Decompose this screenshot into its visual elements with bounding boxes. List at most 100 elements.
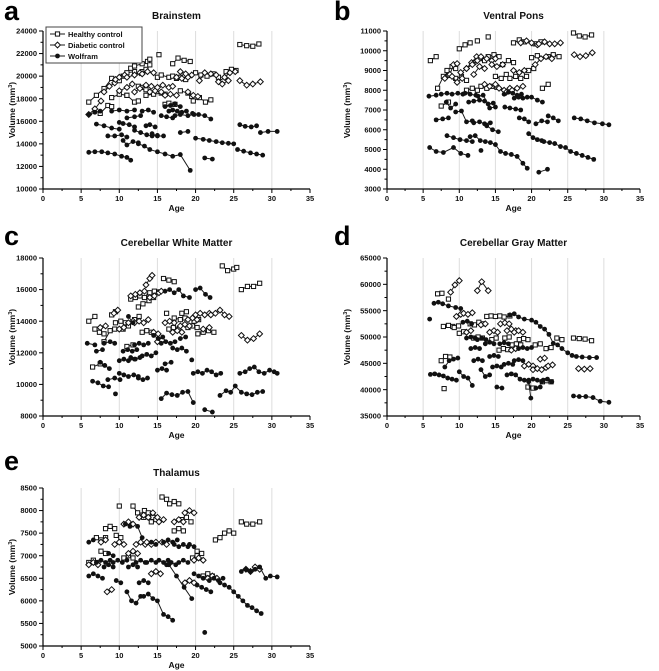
diabetic-marker	[143, 538, 151, 546]
subject-line	[163, 539, 178, 543]
diabetic-marker	[515, 68, 523, 77]
healthy-marker	[445, 296, 452, 302]
healthy-marker	[576, 33, 582, 39]
wolfram-marker	[237, 370, 243, 376]
diabetic-marker	[185, 322, 194, 330]
wolfram-marker	[498, 149, 503, 154]
wolfram-marker	[468, 334, 474, 340]
diabetic-marker	[478, 278, 486, 286]
panel-d-title: Cerebellar Gray Matter	[460, 238, 567, 249]
diabetic-marker	[144, 513, 152, 521]
y-axis-label: Volume (mm3)	[7, 539, 17, 595]
wolfram-marker	[197, 285, 203, 291]
healthy-marker	[112, 526, 118, 532]
wolfram-marker	[97, 359, 103, 365]
wolfram-marker	[135, 141, 141, 147]
wolfram-marker	[487, 105, 493, 111]
y-tick-label: 22000	[16, 49, 37, 58]
healthy-marker	[147, 62, 153, 68]
wolfram-marker	[487, 339, 493, 345]
healthy-marker	[176, 526, 182, 532]
wolfram-marker	[263, 575, 269, 581]
wolfram-marker	[138, 113, 144, 119]
wolfram-marker	[546, 331, 552, 337]
wolfram-marker	[490, 127, 495, 133]
wolfram-marker	[145, 591, 151, 597]
wolfram-marker	[155, 149, 160, 155]
series-wolfram	[86, 101, 280, 173]
wolfram-marker	[196, 573, 202, 579]
wolfram-marker	[94, 348, 99, 354]
wolfram-marker	[506, 360, 511, 366]
wolfram-marker	[190, 370, 196, 376]
wolfram-marker	[147, 122, 153, 128]
diabetic-marker	[135, 513, 143, 521]
wolfram-marker	[113, 578, 119, 583]
y-axis-label: Volume (mm3)	[7, 82, 17, 138]
healthy-marker	[444, 67, 450, 74]
wolfram-marker	[247, 366, 253, 371]
wolfram-marker	[95, 573, 101, 579]
diabetic-marker	[188, 71, 196, 79]
healthy-marker	[485, 34, 491, 40]
panel-e: e 0 5 10 15 20 25 30 35 5000 5500 6000 6500 7000 7500 8…	[0, 446, 330, 671]
wolfram-marker	[106, 562, 112, 568]
healthy-marker	[256, 41, 262, 47]
wolfram-marker	[472, 345, 478, 350]
wolfram-marker	[597, 398, 603, 404]
subject-line	[460, 56, 477, 73]
wolfram-marker	[105, 133, 111, 139]
wolfram-marker	[256, 369, 262, 375]
healthy-marker	[171, 498, 177, 505]
wolfram-marker	[174, 347, 180, 353]
wolfram-marker	[132, 124, 137, 130]
wolfram-marker	[125, 347, 131, 353]
wolfram-marker	[144, 560, 150, 565]
wolfram-marker	[202, 630, 208, 635]
wolfram-marker	[112, 151, 118, 157]
diabetic-marker	[128, 80, 136, 88]
healthy-marker	[474, 87, 480, 93]
wolfram-marker	[126, 122, 132, 128]
x-axis-label: Age	[168, 660, 184, 670]
healthy-marker	[183, 309, 190, 315]
panel-letter-c: c	[4, 221, 20, 251]
healthy-marker	[187, 58, 193, 65]
subject-line	[96, 559, 111, 564]
wolfram-marker	[578, 116, 584, 122]
wolfram-marker	[180, 389, 186, 395]
wolfram-marker	[124, 134, 130, 140]
wolfram-marker	[545, 119, 550, 125]
diabetic-marker	[111, 540, 119, 549]
healthy-marker	[219, 263, 225, 269]
diabetic-marker	[185, 506, 194, 515]
healthy-marker	[537, 341, 543, 347]
wolfram-marker	[453, 101, 459, 107]
wolfram-marker	[507, 312, 513, 318]
wolfram-marker	[453, 109, 459, 115]
wolfram-marker	[122, 521, 128, 527]
healthy-marker	[194, 324, 200, 331]
diabetic-marker	[175, 515, 183, 524]
wolfram-marker	[471, 98, 477, 104]
diabetic-marker	[110, 309, 118, 317]
diabetic-marker	[148, 271, 156, 279]
panel-b-chart: 0 5 10 15 20 25 30 35 3000 4000 5000 6000 7000 8000 90…	[342, 11, 644, 213]
wolfram-marker	[132, 342, 137, 348]
wolfram-marker	[135, 564, 140, 570]
wolfram-marker	[501, 91, 507, 97]
wolfram-marker	[115, 557, 121, 563]
healthy-marker	[175, 55, 181, 61]
wolfram-marker	[462, 90, 468, 96]
diabetic-marker	[169, 82, 177, 90]
wolfram-marker	[448, 105, 454, 111]
diabetic-marker	[212, 71, 220, 79]
wolfram-marker	[254, 608, 259, 614]
wolfram-marker	[592, 120, 597, 126]
y-tick-label: 4000	[364, 165, 381, 174]
wolfram-marker	[132, 107, 137, 113]
wolfram-marker	[86, 149, 92, 155]
diabetic-marker	[101, 536, 110, 544]
diabetic-marker	[486, 82, 494, 90]
wolfram-marker	[274, 574, 280, 580]
